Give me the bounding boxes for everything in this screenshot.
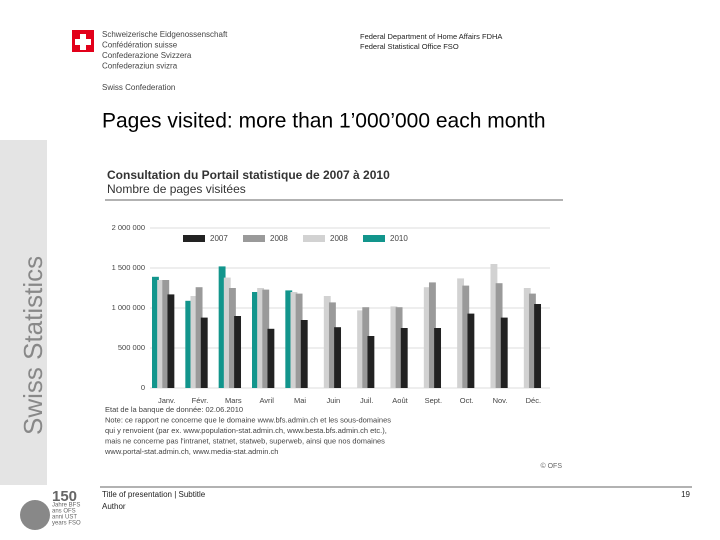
x-tick-label: Août [392,396,408,405]
badge-text: ans OFS [52,509,76,515]
bar [157,280,165,388]
x-tick-label: Juin [326,396,340,405]
bar [162,280,170,388]
bar [262,289,270,388]
chart-note: mais ne concerne pas l'intranet, statnet… [105,436,385,445]
legend-swatch [363,235,385,242]
bar [462,285,470,388]
badge-text: 150 [52,488,77,505]
bar [367,336,375,388]
bar [523,288,531,388]
legend-label: 2008 [330,234,348,243]
x-tick-label: Févr. [192,396,209,405]
badge-circle [20,500,50,530]
legend-label: 2008 [270,234,288,243]
department: Federal Department of Home Affairs FDHA [360,32,502,41]
bar [423,287,431,388]
legend-swatch [243,235,265,242]
x-tick-label: Nov. [493,396,508,405]
badge-text: years FSO [52,521,81,527]
x-tick-label: Sept. [425,396,443,405]
confederation-name: Confederaziun svizra [102,62,178,71]
y-tick-label: 0 [141,383,145,392]
bar [428,282,436,388]
legend-swatch [303,235,325,242]
bar [200,317,208,388]
x-tick-label: Avril [259,396,274,405]
chart-note: qui y renvoient (par ex. www.population-… [105,426,387,435]
x-tick-label: Oct. [460,396,474,405]
badge-text: Jahre BFS [52,503,80,509]
chart-note: Note: ce rapport ne concerne que le doma… [105,415,391,424]
bar [534,304,542,388]
footer-text: Title of presentation | Subtitle [102,490,206,499]
bar [528,293,536,388]
bar [300,320,308,388]
flag-cross [75,34,91,50]
bar [285,290,293,388]
x-tick-label: Mars [225,396,242,405]
bar [490,264,498,388]
y-tick-label: 500 000 [118,343,145,352]
bar [500,317,508,388]
bar [234,316,242,388]
x-tick-label: Déc. [526,396,541,405]
bar [167,294,175,388]
bar [457,278,465,388]
chart-note: www.portal-stat.admin.ch, www.media-stat… [104,447,278,456]
bar [362,307,370,388]
bar [395,307,403,388]
y-tick-label: 1 000 000 [112,303,145,312]
bar [218,266,226,388]
bar [357,310,365,388]
bar [495,283,503,388]
bar [223,277,231,388]
legend-label: 2007 [210,234,228,243]
bar [185,300,193,388]
bar [190,296,198,388]
chart-note: Etat de la banque de donnée: 02.06.2010 [105,405,243,414]
bar [328,302,336,388]
bar [267,328,275,388]
x-tick-label: Mai [294,396,306,405]
bar [195,287,203,388]
confederation-name: Schweizerische Eidgenossenschaft [102,30,228,39]
legend-label: 2010 [390,234,408,243]
badge-text: anni UST [52,515,77,521]
bar [295,293,303,388]
bar [228,288,236,388]
slide-title: Pages visited: more than 1’000’000 each … [102,110,546,133]
bar [334,327,342,388]
y-tick-label: 2 000 000 [112,223,145,232]
confederation-name: Confédération suisse [102,41,178,50]
bar [290,292,298,388]
bar [257,288,265,388]
x-tick-label: Juil. [360,396,373,405]
bar [252,292,259,388]
bar [390,306,398,388]
chart-title: Consultation du Portail statistique de 2… [107,168,390,182]
bar [400,328,408,388]
bar [434,328,442,388]
side-label: Swiss Statistics [18,256,48,435]
page-number: 19 [681,490,690,499]
swiss-confederation: Swiss Confederation [102,83,175,92]
bar [467,313,475,388]
y-tick-label: 1 500 000 [112,263,145,272]
chart-source: © OFS [541,462,563,470]
x-tick-label: Janv. [158,396,175,405]
bar [323,296,331,388]
legend-swatch [183,235,205,242]
side-band [0,140,47,485]
bar [152,276,159,388]
confederation-name: Confederazione Svizzera [102,51,192,60]
department: Federal Statistical Office FSO [360,42,459,51]
chart-subtitle: Nombre de pages visitées [107,182,246,196]
footer-text: Author [102,502,126,511]
